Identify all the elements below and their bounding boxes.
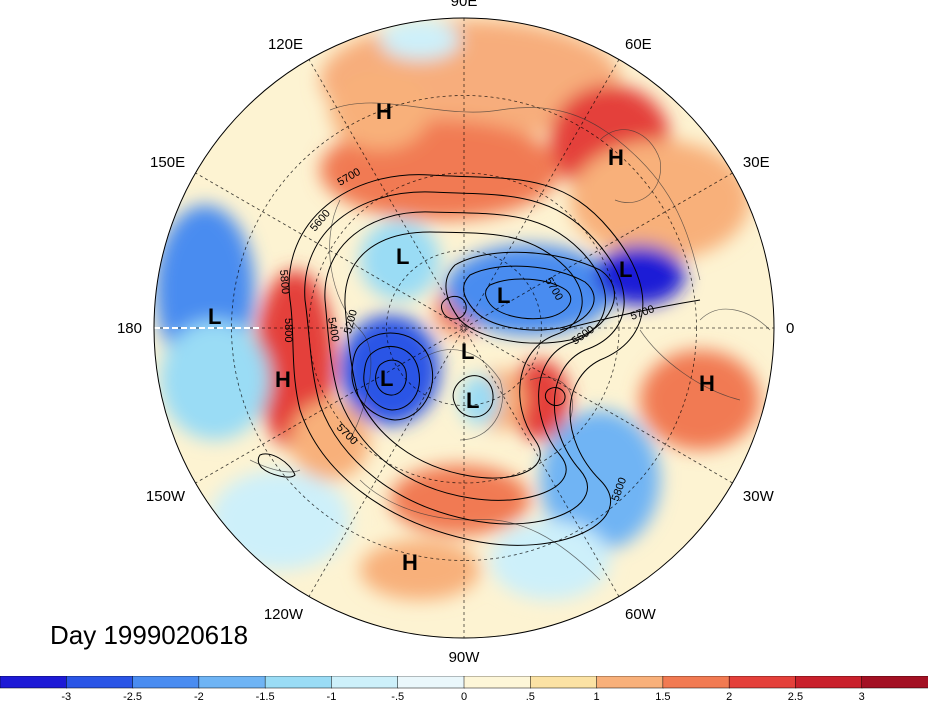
longitude-labels: 90E 60E 30E 0 30W 60W 90W 120W 150W 180 150E 120E <box>117 0 794 666</box>
high-pressure-label: H <box>376 99 392 124</box>
polar-stereographic-map: 90E 60E 30E 0 30W 60W 90W 120W 150W 180 150E 120E 5… <box>117 0 794 666</box>
low-pressure-label: L <box>461 339 474 364</box>
contour-label: 5400 <box>325 316 341 342</box>
longitude-label: 120W <box>264 606 304 623</box>
longitude-label: 120E <box>268 36 303 53</box>
longitude-label: 150E <box>150 154 185 171</box>
longitude-label: 60E <box>625 36 652 53</box>
high-pressure-label: H <box>699 371 715 396</box>
longitude-label: 90W <box>449 649 481 666</box>
high-pressure-label: H <box>275 367 291 392</box>
longitude-label: 90E <box>451 0 478 10</box>
colorbar-tick-label: -1 <box>327 691 337 702</box>
pressure-system-markers: H H H H H L L L L L L L <box>208 99 715 575</box>
colorbar-swatch <box>795 676 863 689</box>
map-boundary <box>153 17 775 639</box>
colorbar-swatch <box>132 676 200 689</box>
colorbar-tick-label: 2 <box>726 691 732 702</box>
colorbar-tick-label: 1 <box>594 691 600 702</box>
longitude-label: 180 <box>117 320 142 337</box>
colorbar-tick-label: -3 <box>61 691 71 702</box>
colorbar-tick-label: 2.5 <box>788 691 803 702</box>
color-scale-bar: -3 -2.5 -2 -1.5 -1 -.5 0 .5 1 1.5 2 2.5 3 <box>0 676 928 702</box>
contour-label: 5800 <box>277 269 291 294</box>
colorbar-swatch <box>861 676 928 689</box>
colorbar-tick-label: 1.5 <box>655 691 670 702</box>
high-pressure-label: H <box>402 550 418 575</box>
longitude-label: 30E <box>743 154 770 171</box>
colorbar-tick-label: .5 <box>526 691 535 702</box>
contour-label: 5800 <box>282 318 294 342</box>
colorbar-swatch <box>596 676 664 689</box>
colorbar-swatch <box>463 676 532 689</box>
colorbar-tick-label: -1.5 <box>256 691 275 702</box>
colorbar-swatch <box>0 676 68 689</box>
colorbar-swatch <box>331 676 399 689</box>
colorbar-swatch <box>397 676 465 689</box>
colorbar-swatch <box>198 676 266 689</box>
graticule <box>154 18 774 638</box>
longitude-label: 0 <box>786 320 794 337</box>
longitude-label: 150W <box>146 488 186 505</box>
date-label: Day 1999020618 <box>50 620 249 650</box>
colorbar-tick-label: 3 <box>859 691 865 702</box>
colorbar-swatch <box>264 676 333 689</box>
colorbar-swatch <box>728 676 797 689</box>
longitude-label: 60W <box>625 606 657 623</box>
low-pressure-label: L <box>396 244 409 269</box>
colorbar-tick-label: -.5 <box>391 691 404 702</box>
anomaly-field <box>154 18 774 638</box>
colorbar-tick-label: 0 <box>461 691 467 702</box>
low-pressure-label: L <box>619 257 632 282</box>
colorbar-swatch <box>66 676 134 689</box>
colorbar-tick-label: -2.5 <box>123 691 142 702</box>
low-pressure-label: L <box>208 304 221 329</box>
low-pressure-label: L <box>497 283 510 308</box>
colorbar-tick-label: -2 <box>194 691 204 702</box>
low-pressure-label: L <box>380 366 393 391</box>
coastlines <box>249 102 771 581</box>
longitude-label: 30W <box>743 488 775 505</box>
high-pressure-label: H <box>608 145 624 170</box>
low-pressure-label: L <box>466 388 479 413</box>
colorbar-swatch <box>530 676 598 689</box>
colorbar-swatch <box>662 676 730 689</box>
height-contours <box>257 174 701 546</box>
